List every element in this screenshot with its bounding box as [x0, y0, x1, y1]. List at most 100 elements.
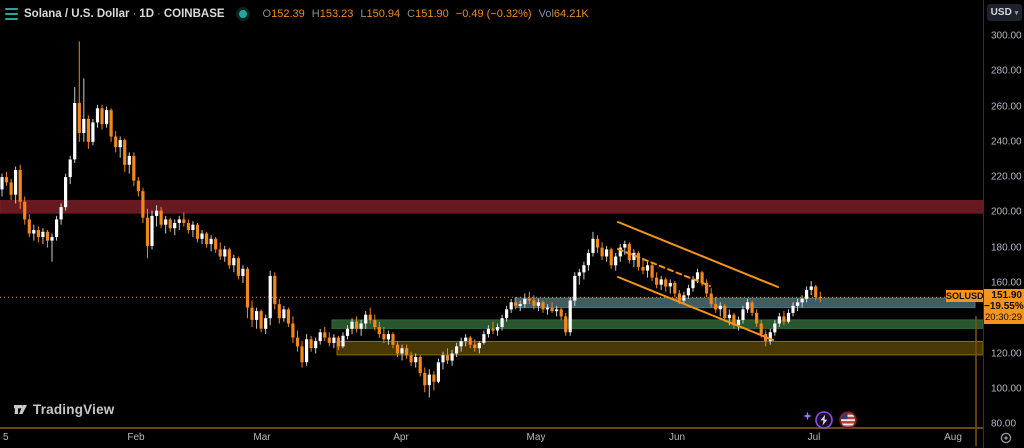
price-axis-label: 280.00: [991, 65, 1022, 77]
candle-body: [214, 238, 218, 250]
candle-body: [459, 341, 463, 347]
candle-body: [395, 344, 400, 354]
candle-body: [427, 374, 431, 386]
change-percent: −19.55%: [984, 301, 1024, 312]
candle-body: [714, 304, 718, 310]
candle-body: [545, 307, 550, 310]
candle-body: [409, 355, 413, 363]
candle-body: [468, 337, 472, 345]
candle-body: [173, 222, 177, 229]
candle-body: [650, 265, 654, 278]
candle-body: [473, 344, 477, 349]
separator: ·: [157, 8, 161, 20]
sparkle-icon: [803, 411, 812, 421]
menu-icon[interactable]: [5, 8, 18, 20]
channel-lower: [617, 276, 774, 341]
exchange-label: COINBASE: [163, 8, 225, 20]
candle-body: [464, 337, 468, 342]
candle-body: [664, 279, 668, 287]
crypto-event-icon[interactable]: [815, 411, 833, 429]
candle-body: [191, 224, 195, 230]
candle-body: [64, 177, 68, 208]
candle-body: [727, 314, 731, 319]
candle-body: [732, 314, 736, 326]
price-axis[interactable]: USD ▾ 300.00 280.00 260.00 240.00 220.00 200.…: [983, 0, 1024, 448]
time-axis-label: Jun: [668, 432, 686, 443]
candle-body: [86, 118, 90, 142]
support-zone-teal: [514, 297, 976, 309]
candle-body: [582, 265, 586, 273]
candle-body: [264, 318, 268, 329]
candle-body: [155, 210, 159, 216]
candle-body: [268, 275, 272, 319]
candle-body: [114, 136, 118, 148]
chevron-down-icon: ▾: [1014, 9, 1019, 17]
candle-body: [282, 309, 286, 319]
us-economic-event-icon[interactable]: [839, 411, 857, 429]
market-status-icon[interactable]: [238, 10, 247, 18]
candle-body: [432, 374, 436, 382]
chart-canvas[interactable]: [0, 0, 983, 448]
candle-body: [141, 191, 145, 218]
current-price: 151.90: [991, 290, 1022, 301]
candle-body: [82, 118, 86, 133]
candle-body: [745, 302, 750, 310]
candle-body: [186, 222, 190, 230]
candle-body: [255, 311, 259, 320]
high-value: H153.23: [311, 8, 354, 20]
candle-body: [14, 170, 18, 195]
candle-body: [605, 249, 609, 257]
candle-body: [227, 249, 231, 266]
candle-body: [223, 249, 227, 257]
resistance-zone-red: [0, 200, 983, 214]
open-value: O152.39: [262, 8, 305, 20]
candle-body: [345, 328, 350, 336]
candle-body: [105, 110, 109, 125]
symbol-title[interactable]: Solana / U.S. Dollar · 1D · COINBASE: [24, 8, 225, 20]
candle-body: [500, 318, 504, 327]
candle-body: [441, 355, 445, 363]
candle-body: [514, 302, 518, 306]
candle-body: [18, 170, 22, 202]
currency-toggle-button[interactable]: USD ▾: [987, 4, 1022, 21]
candle-body: [418, 357, 422, 373]
time-axis[interactable]: 5 Feb Mar Apr May Jun Jul Aug: [0, 428, 1024, 448]
candle-body: [541, 302, 545, 310]
candle-body: [718, 305, 722, 310]
candle-body: [482, 334, 486, 343]
price-axis-label: 200.00: [991, 206, 1022, 218]
candle-body: [736, 319, 741, 326]
candle-body: [232, 258, 236, 266]
candle-body: [691, 279, 695, 289]
tradingview-logo[interactable]: TradingView: [13, 402, 114, 417]
candle-body: [177, 219, 181, 223]
price-axis-label: 220.00: [991, 171, 1022, 183]
ohlc-values: O152.39 H153.23 L150.94 C151.90 −0.49 (−…: [263, 8, 589, 20]
candle-body: [573, 275, 577, 301]
candle-body: [495, 327, 500, 331]
gear-icon[interactable]: [999, 431, 1013, 445]
candle-body: [95, 108, 100, 123]
time-axis-label: Jul: [807, 432, 821, 443]
candle-body: [782, 316, 786, 322]
change-value: −0.49 (−0.32%): [455, 8, 532, 20]
candle-body: [436, 362, 440, 382]
candle-body: [695, 272, 700, 280]
candle-body: [564, 316, 568, 333]
candle-body: [200, 233, 204, 239]
candle-body: [386, 334, 390, 340]
candle-body: [359, 323, 363, 329]
candle-body: [9, 182, 13, 195]
candle-body: [341, 335, 345, 347]
candle-body: [195, 224, 200, 239]
candle-body: [809, 286, 813, 290]
candle-body: [559, 309, 563, 317]
candle-body: [400, 348, 404, 354]
candle-body: [250, 307, 254, 320]
time-axis-separator: [0, 427, 1024, 429]
channel-upper: [617, 221, 779, 288]
candle-body: [382, 334, 386, 340]
candle-body: [568, 300, 572, 333]
channel-mid: [617, 248, 711, 287]
candle-body: [300, 346, 304, 363]
